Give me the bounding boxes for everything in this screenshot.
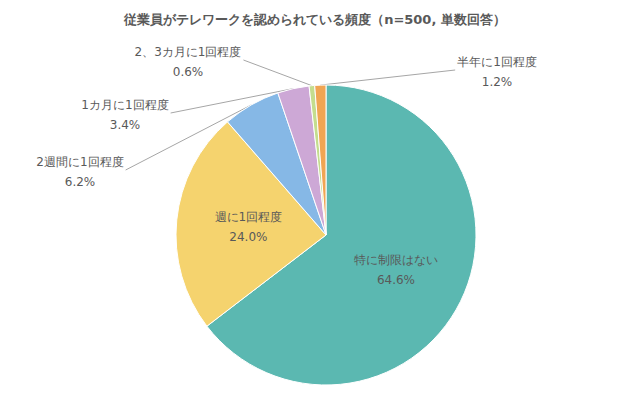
svg-text:半年に1回程度: 半年に1回程度 [457,55,537,69]
svg-text:1.2%: 1.2% [482,75,513,89]
svg-text:24.0%: 24.0% [229,230,267,244]
svg-text:週に1回程度: 週に1回程度 [215,210,283,224]
svg-text:2、3カ月に1回程度: 2、3カ月に1回程度 [135,45,242,59]
svg-text:2週間に1回程度: 2週間に1回程度 [36,155,123,169]
svg-text:特に制限はない: 特に制限はない [354,253,438,267]
svg-text:従業員がテレワークを認められている頻度（n=500, 単数回: 従業員がテレワークを認められている頻度（n=500, 単数回答） [123,12,506,27]
svg-text:6.2%: 6.2% [65,175,96,189]
svg-text:0.6%: 0.6% [173,65,204,79]
svg-text:1カ月に1回程度: 1カ月に1回程度 [81,98,168,112]
svg-text:64.6%: 64.6% [377,273,415,287]
svg-text:3.4%: 3.4% [110,118,141,132]
